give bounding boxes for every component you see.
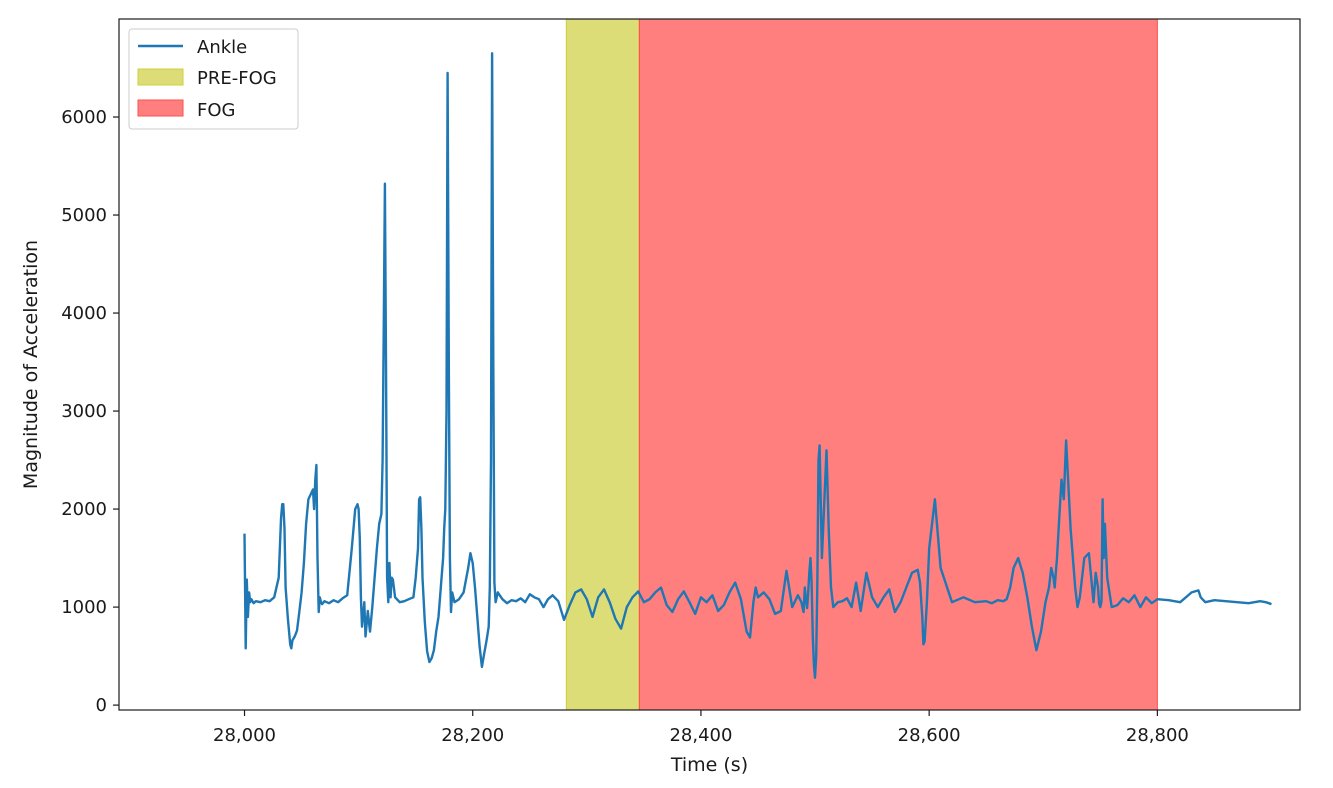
y-tick-label: 5000: [61, 205, 107, 226]
y-axis-title: Magnitude of Acceleration: [20, 240, 42, 489]
x-tick-label: 28,000: [213, 725, 276, 746]
highlight-spans: [565, 18, 1158, 711]
y-tick-label: 4000: [61, 303, 107, 324]
y-tick-label: 3000: [61, 401, 107, 422]
x-axis-title: Time (s): [670, 754, 748, 776]
y-tick-label: 0: [96, 695, 107, 716]
y-tick-label: 1000: [61, 597, 107, 618]
span-pre-fog: [565, 18, 640, 711]
legend-swatch-fog: [137, 99, 184, 117]
y-tick-label: 2000: [61, 499, 107, 520]
series-layer: [243, 52, 1272, 679]
legend-label-fog: FOG: [197, 100, 235, 121]
legend-label-ankle: Ankle: [197, 37, 247, 58]
span-fog: [638, 18, 1158, 711]
x-tick-label: 28,400: [669, 725, 732, 746]
legend: Ankle PRE-FOG FOG: [128, 28, 299, 130]
series-line-ankle: [243, 52, 1272, 679]
x-axis: 28,000 28,200 28,400 28,600 28,800: [213, 710, 1189, 746]
x-tick-label: 28,200: [441, 725, 504, 746]
y-axis: 0 1000 2000 3000 4000 5000 6000: [61, 107, 119, 716]
x-tick-label: 28,600: [898, 725, 961, 746]
y-tick-label: 6000: [61, 107, 107, 128]
plot-frame: [118, 18, 1301, 711]
legend-swatch-pre-fog: [137, 68, 184, 86]
x-tick-label: 28,800: [1126, 725, 1189, 746]
legend-label-pre-fog: PRE-FOG: [197, 68, 277, 89]
